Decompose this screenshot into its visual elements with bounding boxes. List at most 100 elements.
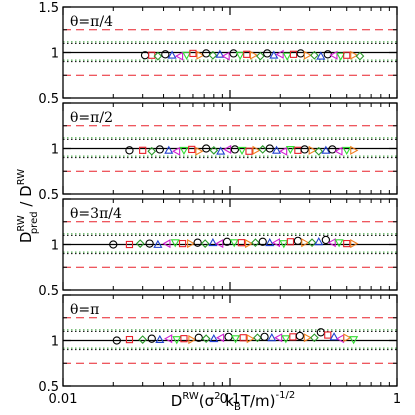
data-point [303,50,312,60]
data-point [303,333,312,343]
data-point [274,333,283,343]
data-point [343,51,351,59]
data-point [293,236,303,246]
data-point [282,52,292,61]
data-point [215,239,224,249]
data-point [174,51,184,61]
data-point [138,335,148,344]
data-point [112,336,121,345]
data-point [178,239,187,248]
data-point [263,49,272,58]
data-point [230,145,240,154]
data-point [202,49,211,58]
data-point [279,146,288,156]
y-tick-label: 1.5 [38,1,59,16]
data-point [216,146,226,155]
data-point [153,239,163,248]
data-point [296,49,305,58]
y-axis-title: DRW pred / DRW [16,169,40,243]
panel-3: 0.5 1 θ=3π/4 [38,198,398,299]
data-point [350,145,359,155]
data-point [239,334,247,342]
data-point [235,51,245,60]
data-point [237,239,245,247]
x-tick-label: 1 [393,392,401,407]
data-point [223,144,232,154]
data-point [343,239,351,248]
data-point [335,334,345,344]
data-point [201,334,211,344]
data-point [342,146,352,156]
data-point [253,333,262,343]
data-point [202,144,211,153]
data-point [167,50,177,59]
data-point [316,328,326,337]
data-point [209,333,219,343]
y-tick-label: 0.5 [38,188,59,203]
data-point [135,239,145,248]
data-point [200,239,210,248]
x-axis-title: DRW(σ2 kBT/m)-1/2 [171,390,295,413]
data-point [271,238,280,248]
data-point [145,239,154,248]
data-point [355,51,365,61]
data-point [224,332,233,342]
data-point [265,144,274,153]
panel-label: θ=π/4 [70,14,113,30]
data-point [286,238,295,246]
data-point [267,333,277,342]
data-point [321,145,331,154]
data-point [189,49,197,58]
data-point [328,145,337,154]
data-point [172,336,182,345]
panel-label: θ=π [70,302,99,318]
data-point [258,145,268,154]
data-point [279,240,289,249]
data-point [314,237,324,246]
data-point [245,147,253,155]
panel-label: θ=π/2 [70,110,113,126]
data-point [265,237,275,247]
panel-2: 0.5 1 θ=π/2 [38,102,398,203]
y-tick-label: 1 [51,143,59,158]
data-point [334,146,343,156]
data-point [289,333,297,341]
data-point [188,335,197,345]
data-point [289,50,298,58]
data-point [309,333,319,343]
x-axis-title-text: DRW(σ2 kBT/m)-1/2 [171,390,295,413]
y-tick-label: 1 [51,47,59,62]
data-point [343,333,352,343]
x-tick-label: 0.1 [220,392,241,407]
data-point [147,334,156,343]
data-point [246,334,255,344]
data-point [324,331,332,339]
data-point [231,335,241,344]
data-point [109,240,118,249]
data-point [153,51,163,61]
data-point [269,50,279,59]
data-point [155,334,165,344]
data-point [194,333,203,342]
data-point [172,146,181,156]
data-point [179,146,189,156]
y-tick-label: 0.5 [38,92,59,107]
data-point [209,145,219,155]
panel-4: 0.5 1 θ=π [38,294,398,395]
data-point [221,51,230,61]
data-point [125,146,134,155]
data-point [308,145,317,155]
data-point [161,50,170,59]
data-point [164,334,173,344]
data-point [195,146,204,156]
data-point [237,146,247,156]
data-point [251,238,260,248]
data-point [301,238,310,248]
data-point [309,50,319,60]
data-point [208,237,218,247]
data-point [255,51,265,61]
data-point [285,145,295,155]
data-point [329,50,338,60]
data-point [222,237,232,246]
